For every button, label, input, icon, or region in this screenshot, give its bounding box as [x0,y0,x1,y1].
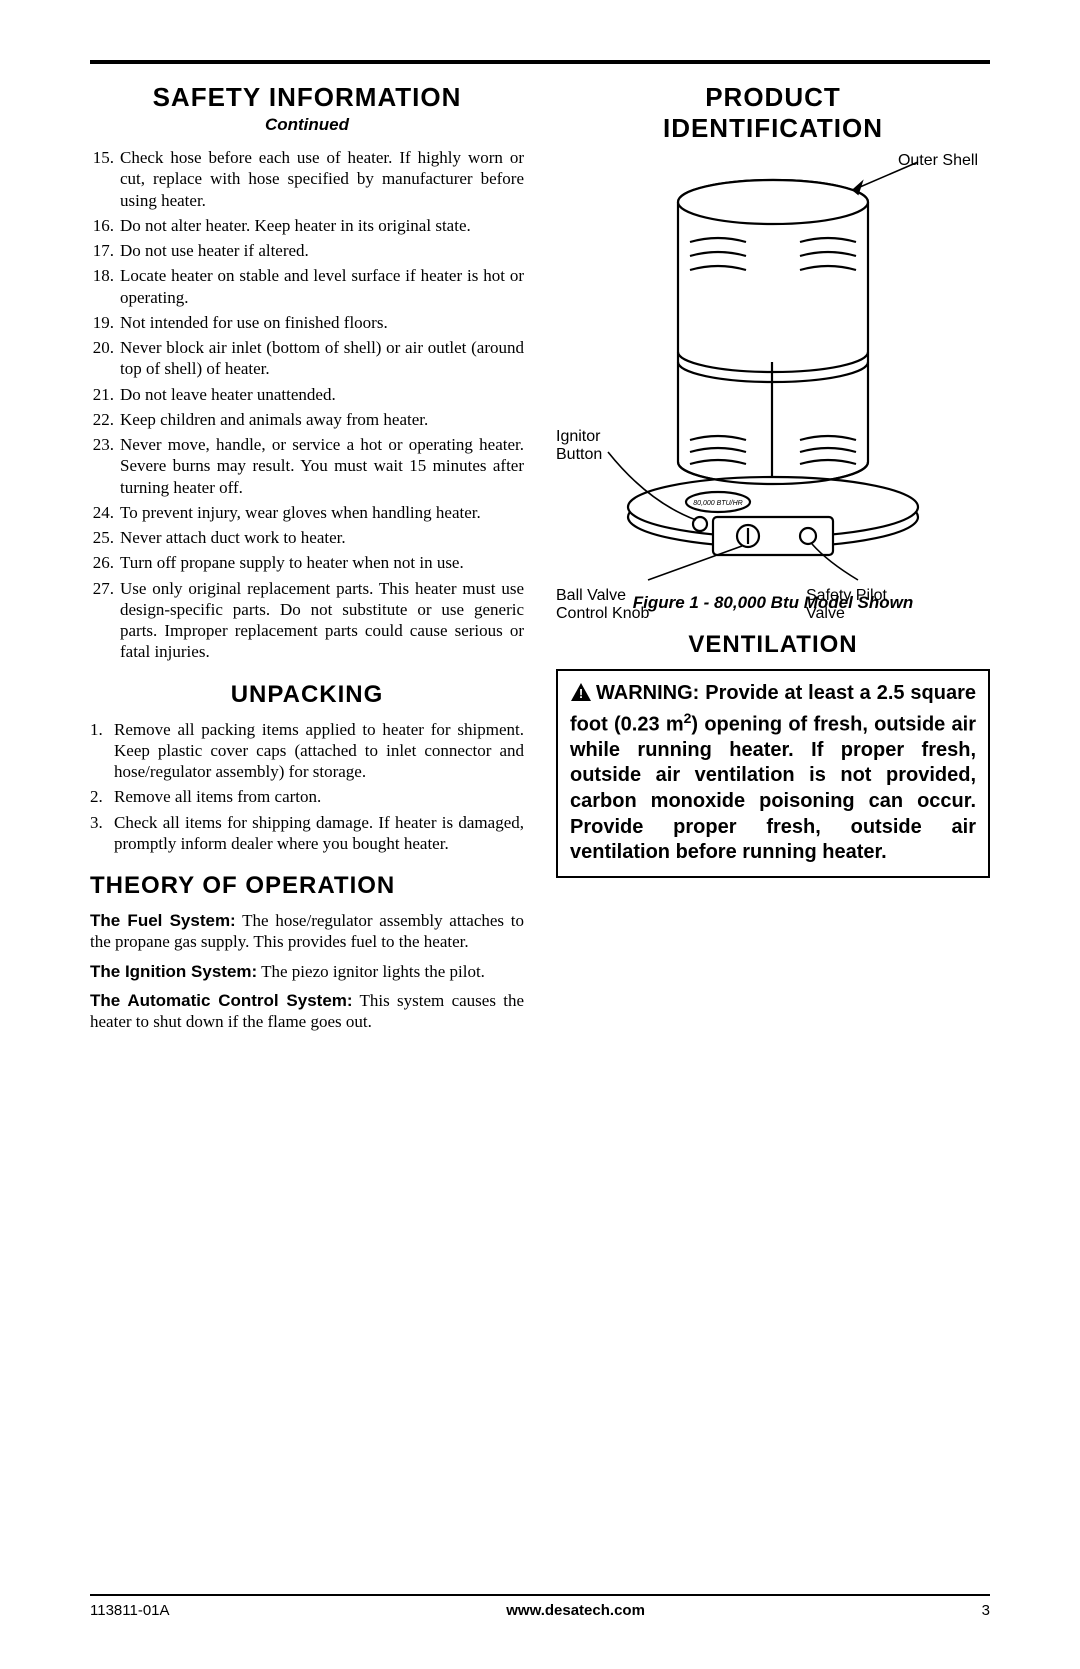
label-ball-valve-l1: Ball Valve [556,587,626,604]
unpacking-item: 3.Check all items for shipping damage. I… [90,812,524,855]
safety-item-text: To prevent injury, wear gloves when hand… [120,502,524,523]
safety-item-number: 17. [90,240,120,261]
safety-item-number: 21. [90,384,120,405]
safety-item-text: Not intended for use on finished floors. [120,312,524,333]
ventilation-heading: VENTILATION [556,631,990,659]
unpacking-list: 1.Remove all packing items applied to he… [90,719,524,855]
continued-label: Continued [90,115,524,135]
badge-text: 80,000 BTU/HR [693,500,742,507]
safety-item-number: 19. [90,312,120,333]
label-ignitor-l1: Ignitor [556,428,600,445]
footer-doc-number: 113811-01A [90,1602,170,1619]
safety-item: 25.Never attach duct work to heater. [90,527,524,548]
footer-url: www.desatech.com [506,1602,645,1619]
safety-item-number: 23. [90,434,120,498]
page-footer: 113811-01A www.desatech.com 3 [90,1594,990,1619]
safety-item-number: 16. [90,215,120,236]
safety-item-text: Check hose before each use of heater. If… [120,147,524,211]
safety-item-number: 15. [90,147,120,211]
unpacking-item-number: 2. [90,786,114,807]
warning-box: ! WARNING: Provide at least a 2.5 square… [556,669,990,878]
safety-item: 21.Do not leave heater unattended. [90,384,524,405]
safety-item-text: Never move, handle, or service a hot or … [120,434,524,498]
safety-item: 23.Never move, handle, or service a hot … [90,434,524,498]
label-ignitor-button: Ignitor Button [556,428,602,465]
safety-item: 24.To prevent injury, wear gloves when h… [90,502,524,523]
top-rule [90,60,990,64]
label-outer-shell: Outer Shell [898,152,978,170]
safety-item: 20.Never block air inlet (bottom of shel… [90,337,524,380]
label-ball-valve: Ball Valve Control Knob [556,587,649,624]
safety-item: 15.Check hose before each use of heater.… [90,147,524,211]
safety-item: 19.Not intended for use on finished floo… [90,312,524,333]
safety-item-number: 22. [90,409,120,430]
safety-item-text: Never attach duct work to heater. [120,527,524,548]
safety-info-heading: SAFETY INFORMATION [90,82,524,113]
page: SAFETY INFORMATION Continued 15.Check ho… [0,0,1080,1669]
theory-block: The Fuel System: The hose/regulator asse… [90,910,524,1032]
label-ball-valve-l2: Control Knob [556,605,649,622]
theory-paragraph: The Automatic Control System: This syste… [90,990,524,1033]
svg-text:!: ! [579,686,583,701]
unpacking-item-text: Check all items for shipping damage. If … [114,812,524,855]
safety-item: 16.Do not alter heater. Keep heater in i… [90,215,524,236]
unpacking-item-number: 3. [90,812,114,855]
safety-list: 15.Check hose before each use of heater.… [90,147,524,663]
safety-item: 22.Keep children and animals away from h… [90,409,524,430]
label-safety-pilot-l1: Safety Pilot [806,587,887,604]
product-id-heading-line1: PRODUCT [556,82,990,113]
right-column: PRODUCT IDENTIFICATION Outer Shell Ignit… [556,82,990,1040]
unpacking-item: 2.Remove all items from carton. [90,786,524,807]
product-diagram: Outer Shell Ignitor Button Ball Valve Co… [556,152,990,613]
unpacking-item-text: Remove all items from carton. [114,786,524,807]
safety-item-text: Keep children and animals away from heat… [120,409,524,430]
safety-item-text: Do not alter heater. Keep heater in its … [120,215,524,236]
safety-item-text: Do not use heater if altered. [120,240,524,261]
safety-item-number: 26. [90,552,120,573]
theory-heading: THEORY OF OPERATION [90,872,524,900]
safety-item-text: Never block air inlet (bottom of shell) … [120,337,524,380]
product-id-heading-line2: IDENTIFICATION [556,113,990,144]
heater-diagram-svg: 80,000 BTU/HR [558,152,988,582]
theory-body: The piezo ignitor lights the pilot. [257,962,485,981]
safety-item-number: 24. [90,502,120,523]
label-safety-pilot: Safety Pilot Valve [806,587,887,624]
safety-item-text: Turn off propane supply to heater when n… [120,552,524,573]
footer-page-number: 3 [982,1602,990,1619]
safety-item-number: 27. [90,578,120,663]
unpacking-item: 1.Remove all packing items applied to he… [90,719,524,783]
theory-lead: The Ignition System: [90,962,257,981]
safety-item-number: 20. [90,337,120,380]
theory-lead: The Fuel System: [90,911,236,930]
unpacking-item-text: Remove all packing items applied to heat… [114,719,524,783]
safety-item: 18.Locate heater on stable and level sur… [90,265,524,308]
warning-text-after: ) opening of fresh, outside air while ru… [570,713,976,863]
safety-item: 26.Turn off propane supply to heater whe… [90,552,524,573]
theory-paragraph: The Fuel System: The hose/regulator asse… [90,910,524,953]
left-column: SAFETY INFORMATION Continued 15.Check ho… [90,82,524,1040]
unpacking-heading: UNPACKING [90,681,524,709]
safety-item: 17.Do not use heater if altered. [90,240,524,261]
safety-item-text: Do not leave heater unattended. [120,384,524,405]
label-ignitor-l2: Button [556,446,602,463]
safety-item-text: Use only original replacement parts. Thi… [120,578,524,663]
warning-text: ! WARNING: Provide at least a 2.5 square… [570,681,976,866]
warning-icon: ! [570,682,592,710]
two-column-layout: SAFETY INFORMATION Continued 15.Check ho… [90,82,990,1040]
safety-item-text: Locate heater on stable and level surfac… [120,265,524,308]
unpacking-item-number: 1. [90,719,114,783]
safety-item-number: 18. [90,265,120,308]
theory-lead: The Automatic Control System: [90,991,353,1010]
theory-paragraph: The Ignition System: The piezo ignitor l… [90,961,524,982]
label-safety-pilot-l2: Valve [806,605,845,622]
safety-item-number: 25. [90,527,120,548]
safety-item: 27.Use only original replacement parts. … [90,578,524,663]
